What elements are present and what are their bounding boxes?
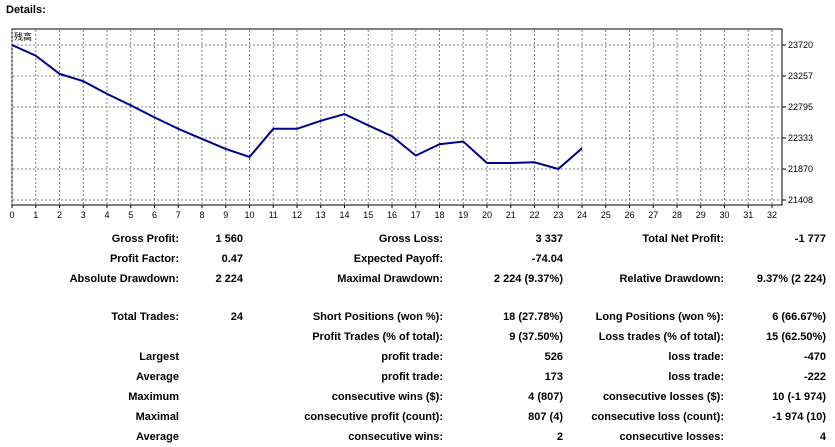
- stat-value: 9.37% (2 224): [756, 273, 826, 285]
- stat-value: 0.47: [221, 253, 243, 265]
- stat-label: consecutive losses:: [619, 431, 724, 443]
- x-tick-label: 20: [482, 210, 492, 220]
- grid-lines: [11, 30, 781, 204]
- stat-label: Maximum: [128, 391, 179, 403]
- stat-label: Long Positions (won %):: [595, 311, 724, 323]
- balance-chart: 0 1 2 3 4 5 6 7 8 9 10 11 12 13 14 15 16 17 18 19 20 21 22 23 24…: [9, 28, 813, 220]
- y-tick-label: 23257: [788, 71, 813, 81]
- x-tick-label: 14: [339, 210, 349, 220]
- stat-value: 15 (62.50%): [766, 331, 826, 343]
- x-tick-label: 17: [411, 210, 421, 220]
- stat-label: Short Positions (won %):: [312, 311, 443, 323]
- stat-label: Largest: [139, 351, 179, 363]
- stat-value: 10 (-1 974): [772, 391, 826, 403]
- x-tick-label: 16: [387, 210, 397, 220]
- stat-label: profit trade:: [381, 351, 443, 363]
- stat-value: 526: [544, 351, 563, 363]
- x-tick-label: 19: [458, 210, 468, 220]
- stat-label: consecutive wins ($):: [331, 391, 443, 403]
- stat-label: consecutive profit (count):: [304, 411, 443, 423]
- y-tick-label: 23720: [788, 40, 813, 50]
- stat-value: 9 (37.50%): [509, 331, 563, 343]
- x-tick-label: 31: [743, 210, 753, 220]
- stat-value: 2: [556, 431, 563, 443]
- stat-label: Loss trades (% of total):: [598, 331, 724, 343]
- stat-label: Expected Payoff:: [353, 253, 443, 265]
- x-axis-ticks: 0 1 2 3 4 5 6 7 8 9 10 11 12 13 14 15 16 17 18 19 20 21 22 23 24…: [9, 205, 777, 220]
- x-tick-label: 24: [577, 210, 587, 220]
- x-tick-label: 5: [128, 210, 133, 220]
- y-tick-label: 22333: [788, 133, 813, 143]
- stat-label: loss trade:: [668, 371, 724, 383]
- stat-value: 4: [819, 431, 826, 443]
- stat-label: Profit Factor:: [109, 253, 179, 265]
- stat-label: Total Trades:: [111, 311, 179, 323]
- x-tick-label: 11: [269, 210, 278, 220]
- x-tick-label: 30: [719, 210, 729, 220]
- x-tick-label: 32: [767, 210, 777, 220]
- x-tick-label: 28: [672, 210, 682, 220]
- stat-value: 4 (807): [528, 391, 563, 403]
- x-tick-label: 8: [199, 210, 204, 220]
- x-tick-label: 29: [696, 210, 706, 220]
- legend-balance: 残高: [14, 31, 32, 42]
- x-tick-label: 23: [553, 210, 563, 220]
- stat-value: 2 224 (9.37%): [493, 273, 563, 285]
- stat-label: Gross Profit:: [111, 233, 179, 245]
- plot-area: [11, 28, 783, 206]
- stat-label: Total Net Profit:: [642, 233, 724, 245]
- x-tick-label: 1: [33, 210, 38, 220]
- x-tick-label: 3: [81, 210, 86, 220]
- stat-value: -1 777: [794, 233, 826, 245]
- x-tick-label: 15: [363, 210, 373, 220]
- x-tick-label: 22: [529, 210, 539, 220]
- x-tick-label: 27: [648, 210, 658, 220]
- stat-value: 3 337: [535, 233, 563, 245]
- stat-value: 2 224: [215, 273, 243, 285]
- stat-label: Relative Drawdown:: [619, 273, 724, 285]
- stat-label: Maximal: [135, 411, 179, 423]
- x-tick-label: 6: [152, 210, 157, 220]
- stat-label: consecutive losses ($):: [602, 391, 724, 403]
- stat-label: Gross Loss:: [378, 233, 443, 245]
- x-tick-label: 4: [104, 210, 109, 220]
- x-tick-label: 2: [57, 210, 62, 220]
- stat-label: Maximal Drawdown:: [337, 273, 443, 285]
- x-tick-label: 26: [624, 210, 634, 220]
- x-tick-label: 9: [223, 210, 228, 220]
- stat-value: 18 (27.78%): [503, 311, 563, 323]
- stat-label: Absolute Drawdown:: [69, 273, 179, 285]
- x-tick-label: 18: [434, 210, 444, 220]
- stat-label: Average: [135, 431, 179, 443]
- stat-value: 6 (66.67%): [772, 311, 826, 323]
- x-tick-label: 7: [176, 210, 181, 220]
- stat-label: consecutive wins:: [348, 431, 443, 443]
- stat-value: 24: [230, 311, 243, 323]
- x-tick-label: 25: [601, 210, 611, 220]
- x-tick-label: 21: [506, 210, 516, 220]
- stat-value: 173: [544, 371, 563, 383]
- stat-label: Average: [135, 371, 179, 383]
- stat-value: -74.04: [531, 253, 563, 265]
- x-tick-label: 0: [9, 210, 14, 220]
- stat-value: 1 560: [215, 233, 243, 245]
- stat-label: profit trade:: [381, 371, 443, 383]
- stat-value: -222: [803, 371, 826, 383]
- stat-value: 807 (4): [528, 411, 563, 423]
- stat-value: -1 974 (10): [772, 411, 826, 423]
- balance-chart-svg: 0 1 2 3 4 5 6 7 8 9 10 11 12 13 14 15 16 17 18 19 20 21 22 23 24…: [9, 28, 813, 220]
- stat-label: Profit Trades (% of total):: [312, 331, 443, 343]
- page-title: Details:: [6, 4, 46, 16]
- y-tick-label: 21870: [788, 164, 813, 174]
- stat-value: -470: [803, 351, 826, 363]
- stat-label: consecutive loss (count):: [591, 411, 724, 423]
- y-tick-label: 22795: [788, 102, 813, 112]
- y-axis-ticks: 23720 23257 22795 22333 21870 21408: [782, 40, 813, 205]
- stat-label: loss trade:: [668, 351, 724, 363]
- series-line-balance: [11, 44, 583, 171]
- x-tick-label: 13: [316, 210, 326, 220]
- x-tick-label: 10: [244, 210, 254, 220]
- x-tick-label: 12: [292, 210, 302, 220]
- y-tick-label: 21408: [788, 195, 813, 205]
